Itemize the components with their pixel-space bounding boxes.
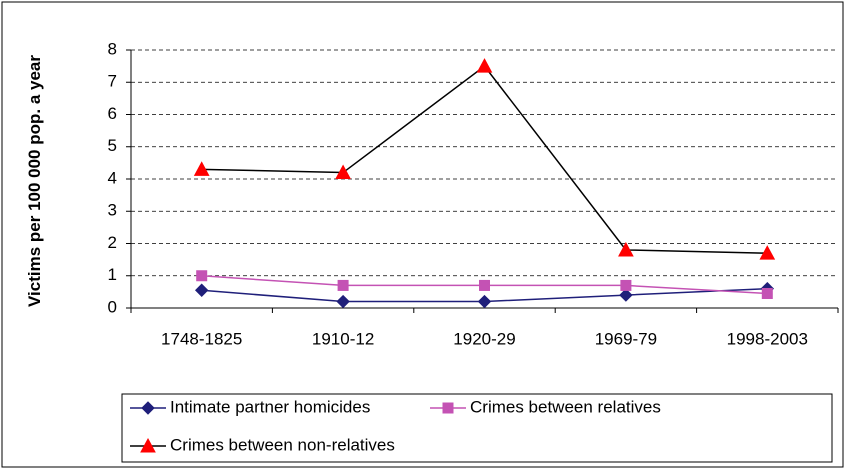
marker: [619, 288, 633, 302]
marker: [620, 279, 632, 291]
y-tick-label: 2: [108, 233, 117, 252]
marker: [337, 279, 349, 291]
legend-label: Intimate partner homicides: [170, 397, 370, 416]
y-tick-label: 7: [108, 72, 117, 91]
marker: [336, 294, 350, 309]
y-tick-label: 3: [108, 201, 117, 220]
legend-label: Crimes between non-relatives: [170, 435, 395, 454]
legend-label: Crimes between relatives: [470, 397, 661, 416]
marker: [193, 161, 210, 176]
marker: [476, 58, 493, 73]
marker: [759, 245, 776, 260]
y-tick-label: 1: [108, 265, 117, 284]
y-tick-label: 6: [108, 104, 117, 123]
x-tick-label: 1998-2003: [727, 329, 808, 348]
marker: [196, 270, 208, 282]
y-tick-label: 5: [108, 136, 117, 155]
y-axis-label: Victims per 100 000 pop. a year: [25, 55, 44, 307]
legend-marker: [442, 402, 454, 414]
marker: [335, 164, 351, 180]
y-tick-label: 8: [108, 39, 117, 58]
x-tick-label: 1969-79: [595, 329, 657, 348]
x-tick-label: 1910-12: [312, 329, 374, 348]
marker: [477, 294, 492, 309]
x-tick-label: 1748-1825: [161, 329, 242, 348]
y-tick-label: 0: [108, 297, 117, 316]
marker: [194, 283, 209, 297]
marker: [761, 287, 773, 299]
legend-marker: [141, 401, 155, 415]
marker: [479, 279, 490, 291]
legend-frame: [121, 393, 833, 463]
marker: [618, 241, 634, 257]
legend-marker: [140, 437, 156, 453]
y-tick-label: 4: [108, 168, 117, 187]
x-tick-label: 1920-29: [453, 329, 515, 348]
